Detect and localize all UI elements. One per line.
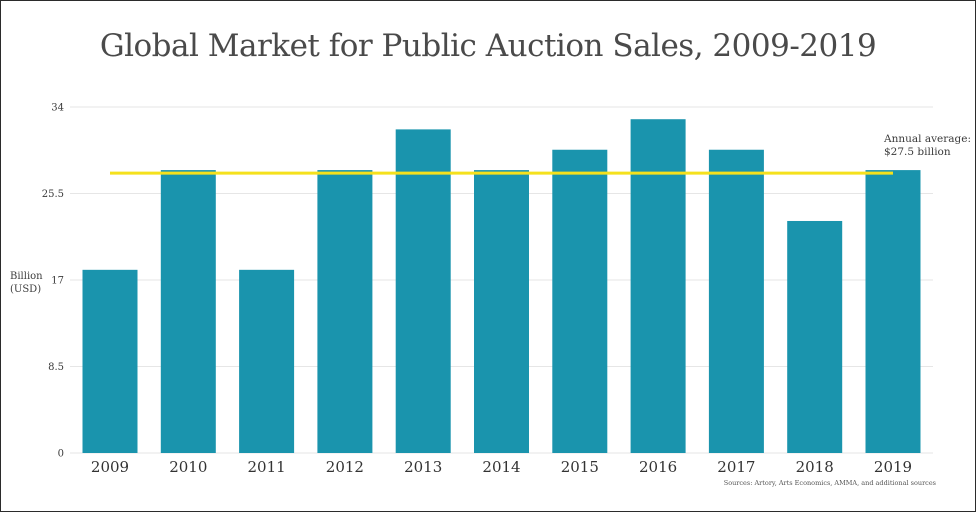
y-tick-label: 0 [58,449,64,460]
bar [239,269,295,453]
x-tick-label: 2011 [248,458,286,476]
average-annotation: Annual average: $27.5 billion [884,133,974,159]
y-axis-label-line2: (USD) [10,284,42,295]
bar [787,220,843,453]
x-tick-label: 2019 [874,458,912,476]
source-note: Sources: Artory, Arts Economics, AMMA, a… [723,479,936,487]
bar [865,170,921,453]
average-annotation-line2: $27.5 billion [884,146,951,158]
x-tick-label: 2010 [169,458,207,476]
x-tick-label: 2015 [561,458,599,476]
bar [630,119,686,453]
y-tick-label: 34 [51,103,64,114]
x-tick-label: 2012 [326,458,364,476]
x-tick-label: 2017 [717,458,755,476]
x-tick-label: 2016 [639,458,677,476]
bar [317,170,373,453]
y-tick-label: 8.5 [48,362,64,373]
bar [395,129,451,453]
bar [708,149,764,453]
y-tick-label: 17 [51,276,64,287]
chart-title: Global Market for Public Auction Sales, … [99,28,877,64]
bar [160,170,216,453]
bar [474,170,529,453]
x-tick-label: 2018 [796,458,834,476]
y-axis-label-line1: Billion [10,271,43,282]
average-annotation-line1: Annual average: [884,133,971,145]
y-tick-label: 25.5 [42,189,64,200]
x-tick-label: 2009 [91,458,129,476]
y-axis-label: Billion (USD) [10,270,50,296]
bar [552,149,608,453]
x-tick-label: 2014 [482,458,520,476]
x-tick-label: 2013 [404,458,442,476]
bar [82,269,138,453]
